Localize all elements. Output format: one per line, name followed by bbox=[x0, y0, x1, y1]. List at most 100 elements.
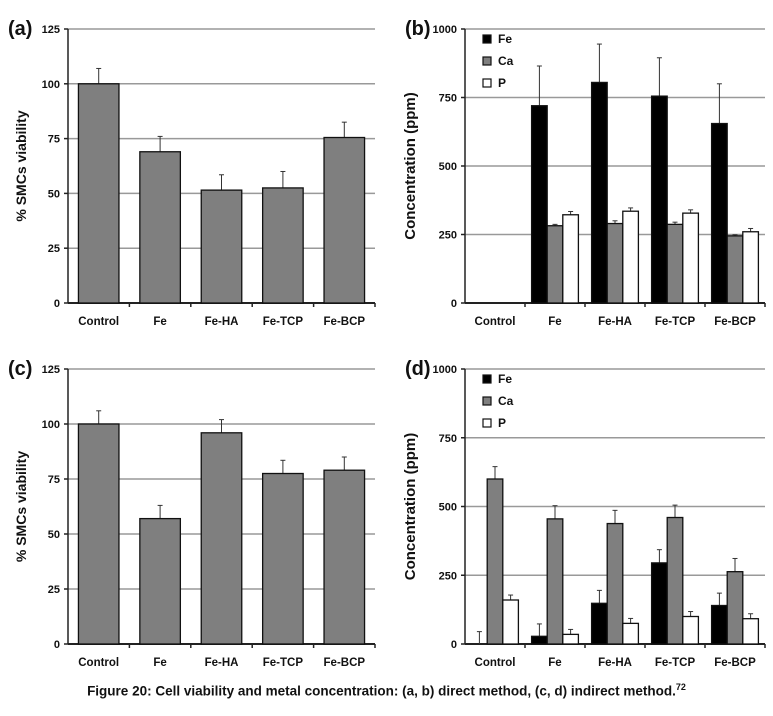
x-tick-label: Fe bbox=[153, 657, 166, 669]
legend-label-fe: Fe bbox=[498, 372, 512, 386]
y-tick-label: 100 bbox=[42, 419, 60, 431]
y-tick-label: 50 bbox=[48, 188, 60, 200]
y-tick-label: 0 bbox=[54, 639, 60, 651]
legend-swatch-ca bbox=[482, 56, 492, 66]
y-tick-label: 1000 bbox=[433, 24, 457, 36]
x-tick-label: Control bbox=[78, 657, 119, 669]
x-tick-label: Fe-TCP bbox=[655, 657, 696, 669]
y-tick-label: 500 bbox=[439, 502, 457, 514]
chart-panel-b: (b) 0 250 500 750 1000 Concentration (ppm) Cont… bbox=[402, 18, 766, 328]
y-tick-label: 500 bbox=[439, 161, 457, 173]
y-axis-label: % SMCs viability bbox=[13, 110, 29, 221]
bar-p-fe-tcp bbox=[682, 212, 700, 304]
legend-swatch-ca bbox=[482, 396, 492, 406]
bar-viability-control bbox=[77, 83, 120, 304]
bar-viability-fe-ha bbox=[200, 189, 243, 304]
legend-label-ca: Ca bbox=[498, 54, 514, 68]
bar-ca-fe-tcp bbox=[666, 516, 684, 645]
legend-label-ca: Ca bbox=[498, 394, 514, 408]
bar-p-control bbox=[502, 599, 520, 645]
bar-viability-fe bbox=[139, 517, 182, 645]
y-tick-label: 250 bbox=[439, 570, 457, 582]
bar-p-fe bbox=[562, 633, 580, 645]
bar-p-fe-ha bbox=[622, 622, 640, 645]
x-tick-label: Fe bbox=[548, 316, 561, 328]
x-tick-label: Fe-TCP bbox=[655, 316, 696, 328]
bar-ca-fe-ha bbox=[606, 222, 624, 304]
bar-fe-fe-tcp bbox=[650, 562, 668, 645]
bar-fe-fe-bcp bbox=[710, 122, 728, 304]
legend-swatch-fe bbox=[482, 374, 492, 384]
legend-label-p: P bbox=[498, 416, 506, 430]
chart-panel-d: (d) 0 250 500 750 1000 Concentration (ppm) Cont… bbox=[402, 358, 766, 669]
panel-label: (d) bbox=[405, 358, 431, 380]
y-axis-label: Concentration (ppm) bbox=[402, 92, 419, 240]
y-tick-label: 50 bbox=[48, 529, 60, 541]
y-tick-label: 750 bbox=[439, 433, 457, 445]
y-tick-label: 0 bbox=[54, 298, 60, 310]
x-tick-label: Fe-HA bbox=[598, 657, 632, 669]
y-tick-label: 125 bbox=[42, 24, 60, 36]
legend-swatch-p bbox=[482, 418, 492, 428]
x-tick-label: Fe-BCP bbox=[324, 316, 366, 328]
figure-caption: Figure 20: Cell viability and metal conc… bbox=[0, 682, 773, 699]
panel-label: (c) bbox=[8, 358, 32, 380]
legend-label-p: P bbox=[498, 76, 506, 90]
y-tick-label: 0 bbox=[451, 639, 457, 651]
bar-ca-fe-bcp bbox=[726, 235, 744, 304]
y-tick-label: 100 bbox=[42, 79, 60, 91]
y-tick-label: 125 bbox=[42, 364, 60, 376]
figure: (a) 0 25 50 75 100 125 % SMCs viability Control F… bbox=[8, 18, 766, 669]
bar-p-fe-ha bbox=[622, 210, 640, 304]
bar-viability-fe-ha bbox=[200, 432, 243, 645]
x-tick-label: Fe bbox=[548, 657, 561, 669]
y-tick-label: 250 bbox=[439, 230, 457, 242]
bar-fe-fe bbox=[530, 635, 548, 645]
bar-viability-control bbox=[77, 423, 120, 645]
bar-p-fe-bcp bbox=[742, 231, 760, 304]
legend-label-fe: Fe bbox=[498, 32, 512, 46]
y-tick-label: 0 bbox=[451, 298, 457, 310]
y-axis-label: Concentration (ppm) bbox=[402, 433, 419, 581]
bar-p-fe-bcp bbox=[742, 618, 760, 645]
bar-ca-control bbox=[486, 478, 504, 645]
bar-ca-fe-bcp bbox=[726, 571, 744, 645]
x-tick-label: Fe-HA bbox=[205, 316, 239, 328]
bar-ca-fe bbox=[546, 518, 564, 645]
y-tick-label: 25 bbox=[48, 584, 60, 596]
panel-label: (a) bbox=[8, 18, 32, 40]
panel-label: (b) bbox=[405, 18, 431, 40]
y-tick-label: 25 bbox=[48, 243, 60, 255]
bar-viability-fe-tcp bbox=[261, 187, 304, 304]
x-tick-label: Control bbox=[475, 657, 516, 669]
bar-viability-fe-bcp bbox=[323, 136, 366, 304]
y-axis-label: % SMCs viability bbox=[13, 451, 29, 562]
y-tick-label: 75 bbox=[48, 134, 60, 146]
y-tick-label: 75 bbox=[48, 474, 60, 486]
bar-ca-fe-ha bbox=[606, 522, 624, 645]
bar-fe-fe-ha bbox=[590, 602, 608, 645]
bar-viability-fe-tcp bbox=[261, 472, 304, 645]
x-tick-label: Fe-HA bbox=[598, 316, 632, 328]
caption-text: Figure 20: Cell viability and metal conc… bbox=[87, 683, 676, 699]
legend-swatch-p bbox=[482, 78, 492, 88]
bar-fe-fe-tcp bbox=[650, 95, 668, 304]
y-tick-label: 750 bbox=[439, 93, 457, 105]
x-tick-label: Control bbox=[475, 316, 516, 328]
x-tick-label: Control bbox=[78, 316, 119, 328]
chart-panel-c: (c) 0 25 50 75 100 125 % SMCs viability Control F… bbox=[8, 358, 376, 669]
bar-fe-fe bbox=[530, 105, 548, 304]
x-tick-label: Fe-HA bbox=[205, 657, 239, 669]
y-tick-label: 1000 bbox=[433, 364, 457, 376]
bar-viability-fe bbox=[139, 151, 182, 304]
bar-fe-fe-ha bbox=[590, 81, 608, 304]
x-tick-label: Fe-BCP bbox=[324, 657, 366, 669]
x-tick-label: Fe-TCP bbox=[263, 316, 304, 328]
bar-p-fe bbox=[562, 214, 580, 304]
bar-ca-fe bbox=[546, 225, 564, 304]
x-tick-label: Fe-TCP bbox=[263, 657, 304, 669]
bar-ca-fe-tcp bbox=[666, 223, 684, 304]
legend-swatch-fe bbox=[482, 34, 492, 44]
bar-p-fe-tcp bbox=[682, 615, 700, 645]
bar-fe-fe-bcp bbox=[710, 604, 728, 645]
